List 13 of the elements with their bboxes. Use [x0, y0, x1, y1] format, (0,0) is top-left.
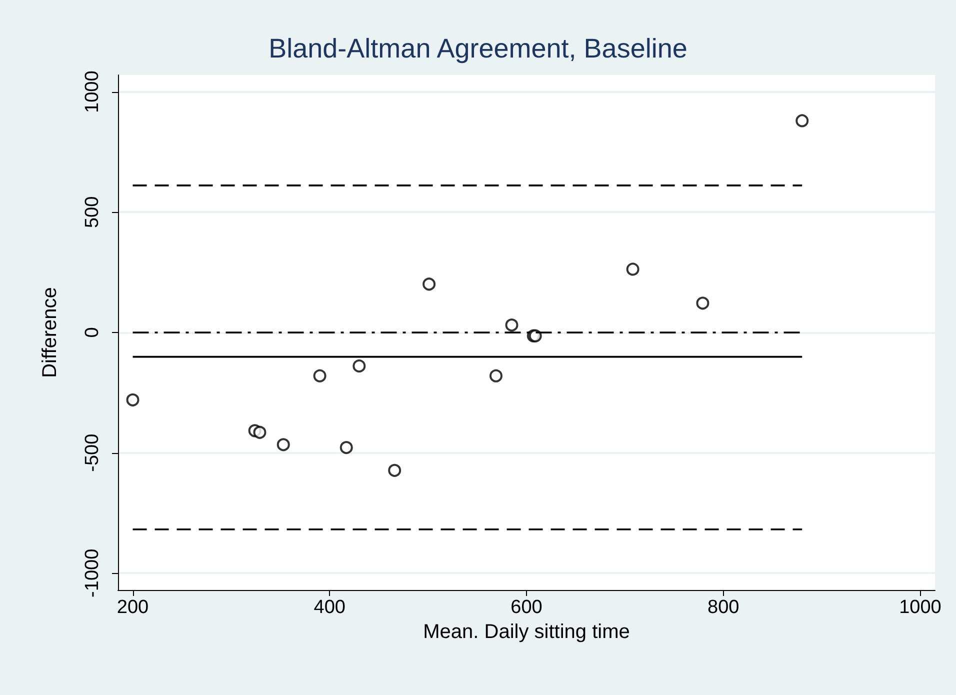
x-tick-label: 800 — [708, 597, 740, 618]
x-tick-label: 200 — [116, 597, 149, 618]
x-tick-label: 1000 — [899, 597, 942, 618]
y-axis-title: Difference — [39, 287, 61, 378]
y-tick-label: 500 — [82, 196, 103, 228]
x-tick-label: 400 — [314, 597, 346, 618]
x-tick-label: 600 — [510, 597, 542, 618]
y-tick-label: 1000 — [82, 70, 103, 113]
chart-title: Bland-Altman Agreement, Baseline — [268, 34, 688, 64]
y-tick-label: -500 — [82, 434, 103, 472]
x-axis-title: Mean. Daily sitting time — [423, 620, 630, 643]
y-tick-label: -1000 — [82, 548, 103, 598]
y-tick-label: 0 — [82, 327, 103, 338]
